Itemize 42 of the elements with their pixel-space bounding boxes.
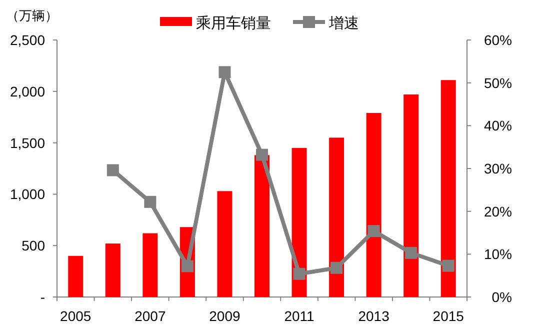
y-tick-label: 1,000 <box>10 186 46 202</box>
x-tick-label: 2015 <box>432 308 464 324</box>
x-tick-label: 2005 <box>60 308 92 324</box>
x-tick-label: 2007 <box>134 308 166 324</box>
point <box>144 196 156 208</box>
point <box>218 66 231 78</box>
bar <box>217 191 232 297</box>
x-tick-label: 2013 <box>358 308 390 324</box>
y-tick-label: 500 <box>22 238 46 254</box>
bar <box>142 233 158 297</box>
y2-tick-label: 40% <box>484 118 512 134</box>
bar <box>105 244 120 297</box>
y-tick-label: - <box>40 289 46 305</box>
y-tick-label: 1,500 <box>10 134 46 151</box>
x-tick-label: 2011 <box>284 308 315 324</box>
y2-tick-label: 10% <box>484 246 512 262</box>
bar <box>68 256 84 297</box>
point <box>405 246 418 259</box>
y-tick-label: 2,000 <box>10 83 46 100</box>
point <box>293 268 306 280</box>
bar <box>404 94 419 297</box>
y2-tick-label: 60% <box>484 32 512 48</box>
point <box>442 260 454 272</box>
bar <box>329 138 344 297</box>
point <box>181 260 194 272</box>
bar <box>440 80 456 297</box>
bar <box>254 155 270 297</box>
y2-tick-label: 50% <box>484 74 512 91</box>
y2-tick-label: 30% <box>484 160 512 176</box>
bar <box>292 148 307 297</box>
bar <box>366 112 382 297</box>
point <box>368 225 380 238</box>
x-tick-label: 2009 <box>209 308 241 324</box>
y-tick-label: 2,500 <box>10 32 46 48</box>
point <box>106 164 119 176</box>
y2-tick-label: 0% <box>492 289 512 305</box>
point <box>256 148 268 161</box>
legend-label: 乘用车销量 <box>196 14 271 32</box>
y2-tick-label: 20% <box>484 203 512 220</box>
point <box>330 262 343 274</box>
legend-label: 增速 <box>328 14 359 32</box>
y-axis-title: （万辆） <box>6 9 58 24</box>
